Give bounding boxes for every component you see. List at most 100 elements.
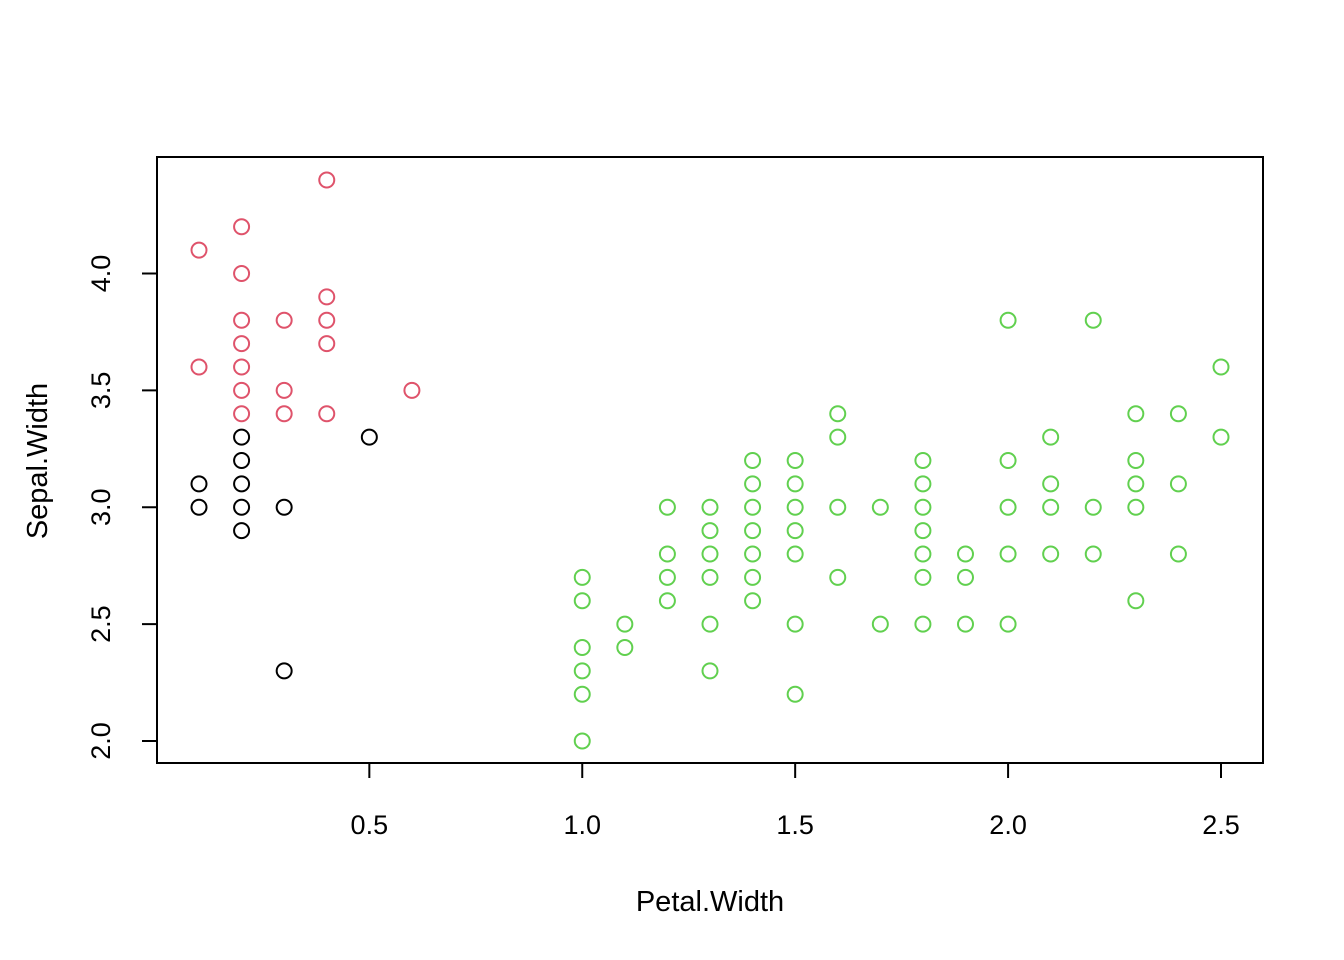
- data-point-series-3: [1084, 498, 1102, 516]
- x-tick-label: 2.0: [989, 810, 1027, 840]
- data-point-series-3: [1127, 592, 1145, 610]
- data-point-series-3: [1127, 405, 1145, 423]
- y-tick-label: 4.0: [86, 255, 116, 293]
- data-point-series-3: [744, 592, 762, 610]
- data-point-series-2: [190, 358, 208, 376]
- data-point-series-3: [744, 522, 762, 540]
- data-point-series-3: [999, 545, 1017, 563]
- data-point-series-3: [1169, 405, 1187, 423]
- data-point-series-3: [744, 498, 762, 516]
- data-point-series-3: [914, 545, 932, 563]
- y-tick-label: 2.5: [86, 605, 116, 643]
- data-point-series-1: [233, 522, 251, 540]
- data-point-series-3: [957, 545, 974, 563]
- data-point-series-3: [701, 545, 719, 563]
- data-point-series-2: [318, 335, 336, 353]
- data-point-series-3: [786, 545, 804, 563]
- y-axis: 2.0 2.5 3.0 3.5 4.0: [86, 255, 158, 760]
- data-point-series-1: [233, 498, 251, 516]
- x-axis: 0.5 1.0 1.5 2.0 2.5: [351, 762, 1240, 840]
- data-point-series-3: [1042, 475, 1060, 493]
- data-point-series-1: [275, 498, 293, 516]
- data-point-series-3: [701, 662, 719, 680]
- data-point-series-3: [616, 639, 634, 656]
- y-tick-label: 3.0: [86, 488, 116, 526]
- x-tick-label: 1.5: [776, 810, 814, 840]
- data-point-series-3: [786, 522, 804, 540]
- data-point-series-3: [1169, 545, 1187, 563]
- x-tick-label: 2.5: [1202, 810, 1240, 840]
- data-point-series-3: [658, 568, 676, 586]
- x-axis-title: Petal.Width: [636, 886, 784, 918]
- x-tick-label: 1.0: [563, 810, 601, 840]
- data-point-series-1: [233, 428, 251, 446]
- data-point-series-3: [914, 475, 932, 493]
- data-point-series-3: [701, 498, 719, 516]
- y-axis-title: Sepal.Width: [22, 383, 54, 539]
- data-point-series-3: [999, 615, 1017, 633]
- data-point-series-3: [1127, 452, 1145, 469]
- data-point-series-3: [829, 405, 847, 423]
- data-point-series-2: [403, 381, 421, 399]
- data-point-series-2: [318, 311, 336, 329]
- data-point-series-1: [233, 452, 251, 469]
- data-point-series-3: [573, 568, 591, 586]
- data-point-series-3: [999, 311, 1017, 329]
- data-point-series-3: [744, 568, 762, 586]
- data-point-series-3: [871, 615, 889, 633]
- data-point-series-3: [786, 475, 804, 493]
- y-tick-label: 2.0: [86, 722, 116, 760]
- data-point-series-2: [233, 358, 251, 376]
- data-point-series-2: [190, 241, 208, 259]
- data-point-series-3: [1127, 475, 1145, 493]
- data-points: [190, 171, 1230, 750]
- data-point-series-3: [701, 522, 719, 540]
- data-point-series-3: [957, 568, 974, 586]
- data-point-series-3: [957, 615, 974, 633]
- data-point-series-3: [999, 498, 1017, 516]
- data-point-series-1: [190, 475, 208, 493]
- data-point-series-3: [744, 452, 762, 469]
- data-point-series-3: [786, 452, 804, 469]
- data-point-series-3: [914, 615, 932, 633]
- data-point-series-1: [233, 475, 251, 493]
- data-point-series-3: [701, 615, 719, 633]
- data-point-series-2: [275, 311, 293, 329]
- data-point-series-1: [190, 498, 208, 516]
- data-point-series-3: [658, 592, 676, 610]
- data-point-series-3: [999, 452, 1017, 469]
- data-point-series-1: [360, 428, 378, 446]
- x-tick-label: 0.5: [351, 810, 389, 840]
- data-point-series-3: [1212, 428, 1230, 446]
- data-point-series-3: [658, 545, 676, 563]
- data-point-series-2: [318, 171, 336, 189]
- data-point-series-3: [829, 428, 847, 446]
- data-point-series-2: [233, 218, 251, 236]
- data-point-series-2: [275, 405, 293, 423]
- data-point-series-3: [914, 568, 932, 586]
- data-point-series-3: [573, 685, 591, 703]
- data-point-series-3: [786, 685, 804, 703]
- data-point-series-3: [1084, 545, 1102, 563]
- data-point-series-2: [318, 288, 336, 306]
- data-point-series-3: [786, 498, 804, 516]
- data-point-series-3: [1127, 498, 1145, 516]
- data-point-series-2: [233, 381, 251, 399]
- data-point-series-3: [701, 568, 719, 586]
- data-point-series-3: [573, 592, 591, 610]
- data-point-series-3: [658, 498, 676, 516]
- data-point-series-3: [829, 568, 847, 586]
- data-point-series-3: [914, 452, 932, 469]
- data-point-series-3: [1042, 498, 1060, 516]
- data-point-series-2: [233, 405, 251, 423]
- data-point-series-3: [616, 615, 634, 633]
- data-point-series-2: [275, 381, 293, 399]
- data-point-series-3: [573, 732, 591, 750]
- data-point-series-3: [1084, 311, 1102, 329]
- data-point-series-2: [233, 265, 251, 282]
- y-tick-label: 3.5: [86, 372, 116, 410]
- data-point-series-2: [233, 335, 251, 353]
- data-point-series-3: [1169, 475, 1187, 493]
- data-point-series-3: [573, 639, 591, 656]
